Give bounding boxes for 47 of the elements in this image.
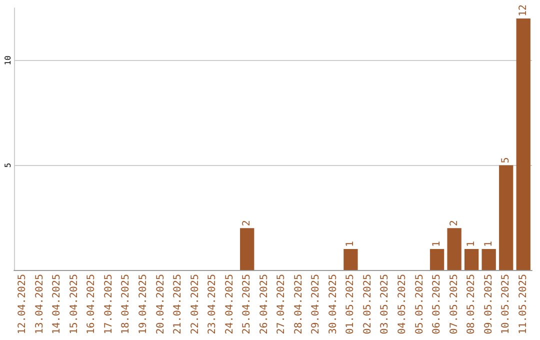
x-tick-label: 05.05.2025 <box>414 274 426 334</box>
bar <box>344 249 358 270</box>
x-tick-label: 01.05.2025 <box>345 274 356 334</box>
x-tick-label: 23.04.2025 <box>207 274 218 334</box>
x-tick-label: 17.04.2025 <box>103 274 114 334</box>
x-tick-label: 24.04.2025 <box>224 274 236 334</box>
data-label: 2 <box>448 220 460 226</box>
data-label: 1 <box>432 241 443 248</box>
x-tick-label: 02.05.2025 <box>362 274 374 334</box>
x-tick-label: 21.04.2025 <box>172 274 184 334</box>
y-tick-label: 10 <box>4 55 12 66</box>
x-tick-label: 16.04.2025 <box>86 274 98 334</box>
x-tick-label: 30.04.2025 <box>328 274 339 334</box>
x-tick-label: 27.04.2025 <box>276 274 288 334</box>
data-label: 1 <box>466 241 478 248</box>
data-label: 1 <box>483 241 494 248</box>
bar <box>430 249 444 270</box>
x-tick-label: 22.04.2025 <box>190 274 201 334</box>
bar <box>482 249 496 270</box>
x-tick-label: 06.05.2025 <box>432 274 443 334</box>
x-tick-label: 28.04.2025 <box>293 274 304 334</box>
x-tick-label: 14.04.2025 <box>52 274 63 334</box>
bar <box>516 18 530 270</box>
x-tick-label: 20.04.2025 <box>155 274 166 334</box>
x-tick-label: 12.04.2025 <box>17 274 28 334</box>
bar <box>499 165 514 270</box>
x-tick-label: 10.05.2025 <box>500 274 512 334</box>
data-label: 5 <box>500 157 512 164</box>
x-tick-label: 11.05.2025 <box>518 274 529 334</box>
x-tick-label: 29.04.2025 <box>310 274 322 334</box>
x-tick-label: 04.05.2025 <box>397 274 408 334</box>
x-tick-label: 18.04.2025 <box>120 274 132 334</box>
data-label: 12 <box>518 4 529 16</box>
bar <box>447 228 462 270</box>
x-tick-label: 07.05.2025 <box>448 274 460 334</box>
x-tick-label: 13.04.2025 <box>34 274 46 334</box>
x-tick-label: 25.04.2025 <box>242 274 253 334</box>
x-tick-label: 15.04.2025 <box>68 274 80 334</box>
x-tick-label: 19.04.2025 <box>138 274 149 334</box>
bar <box>464 249 479 270</box>
data-label: 1 <box>345 241 356 248</box>
x-tick-label: 09.05.2025 <box>483 274 494 334</box>
x-tick-label: 26.04.2025 <box>258 274 270 334</box>
x-tick-label: 08.05.2025 <box>466 274 478 334</box>
x-tick-label: 03.05.2025 <box>380 274 391 334</box>
bar <box>240 228 254 270</box>
data-label: 2 <box>242 220 253 226</box>
